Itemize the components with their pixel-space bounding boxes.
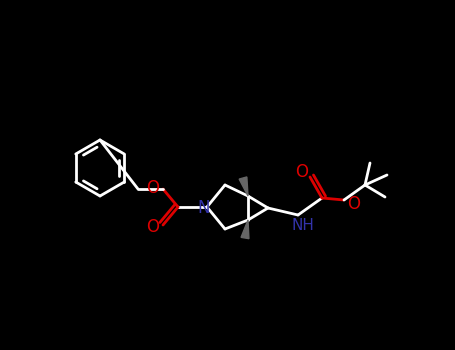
Text: O: O <box>147 179 160 197</box>
Text: N: N <box>198 199 210 217</box>
Polygon shape <box>239 177 248 196</box>
Text: NH: NH <box>292 218 314 233</box>
Polygon shape <box>241 220 249 239</box>
Text: O: O <box>295 163 308 181</box>
Text: O: O <box>147 218 160 236</box>
Text: O: O <box>348 195 360 213</box>
